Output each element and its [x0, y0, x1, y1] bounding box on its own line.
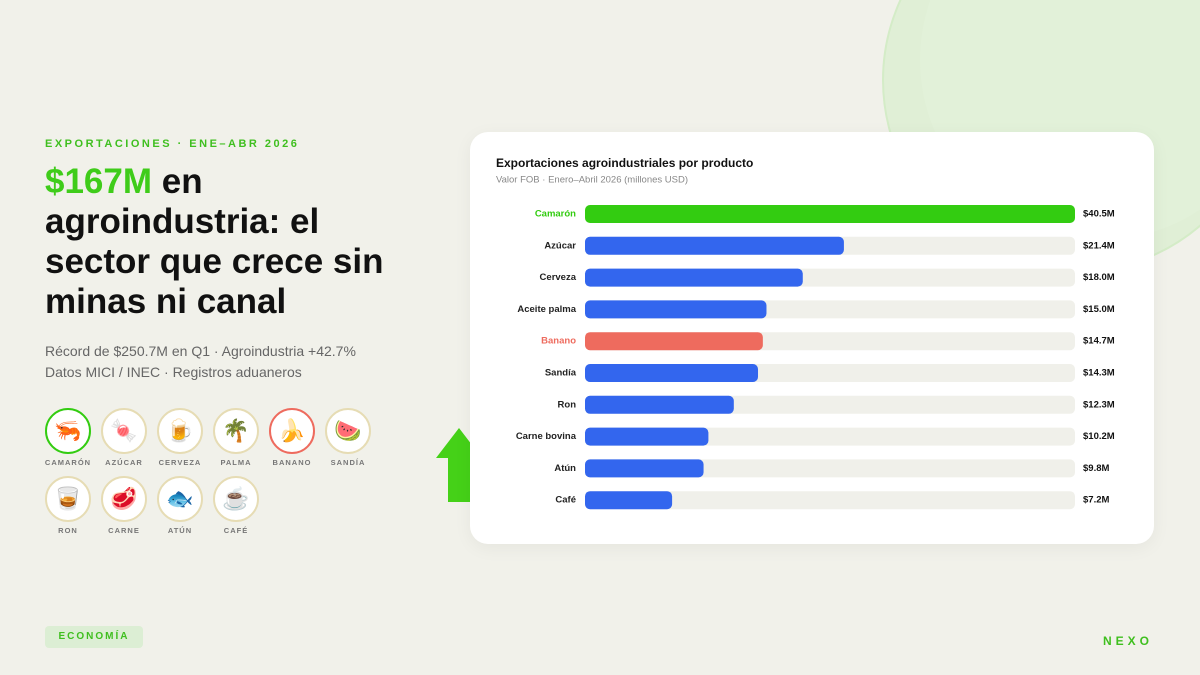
icon-emoji: 🥩: [101, 476, 147, 522]
value-label: $9.8M: [1083, 463, 1109, 474]
product-icon: 🥩 CARNE: [96, 476, 152, 535]
icon-emoji: 🦐: [45, 408, 91, 454]
category-label: Camarón: [535, 209, 576, 220]
kicker: EXPORTACIONES · ENE–ABR 2026: [45, 138, 300, 150]
icon-label: SANDÍA: [330, 458, 366, 467]
value-label: $21.4M: [1083, 240, 1115, 251]
product-icon: 🦐 CAMARÓN: [40, 408, 96, 467]
bar: [585, 459, 704, 478]
bar-track: [585, 491, 1075, 510]
category-badge: ECONOMÍA: [45, 626, 143, 648]
value-label: $10.2M: [1083, 431, 1115, 442]
category-label: Atún: [554, 463, 576, 474]
bar-track: [585, 459, 1075, 478]
value-label: $14.7M: [1083, 336, 1115, 347]
icon-label: PALMA: [220, 458, 252, 467]
bar: [585, 300, 767, 319]
icon-emoji: 🐟: [157, 476, 203, 522]
icon-label: CERVEZA: [158, 458, 202, 467]
bar: [585, 427, 709, 446]
icon-emoji: 🍺: [157, 408, 203, 454]
category-label: Café: [555, 495, 576, 506]
icon-label: RON: [58, 526, 78, 535]
icon-emoji: 🍌: [269, 408, 315, 454]
headline-text: en agroindustria: el sector que crece si…: [45, 162, 384, 321]
icon-emoji: 🥃: [45, 476, 91, 522]
product-icon: 🍌 BANANO: [264, 408, 320, 467]
category-label: Aceite palma: [517, 304, 576, 315]
icon-label: BANANO: [272, 458, 312, 467]
subtitle: Récord de $250.7M en Q1 · Agroindustria …: [45, 343, 356, 359]
product-icon: 🍺 CERVEZA: [152, 408, 208, 467]
bar: [585, 268, 803, 287]
chart: Exportaciones agroindustriales por produ…: [496, 156, 1115, 510]
icon-label: CARNE: [108, 526, 140, 535]
subtitle: Datos MICI / INEC · Registros aduaneros: [45, 364, 302, 380]
bar: [585, 491, 673, 510]
value-label: $12.3M: [1083, 399, 1115, 410]
value-label: $14.3M: [1083, 368, 1115, 379]
category-label: Cerveza: [540, 272, 577, 283]
category-label: Banano: [541, 336, 576, 347]
brand: NEXO: [1102, 634, 1153, 648]
chart-title: Exportaciones agroindustriales por produ…: [496, 156, 753, 170]
value-label: $18.0M: [1083, 272, 1115, 283]
bar: [585, 364, 759, 382]
product-icon: 🥃 RON: [40, 476, 96, 535]
icon-emoji: 🌴: [213, 408, 259, 454]
icon-emoji: 🍉: [325, 408, 371, 454]
category-label: Ron: [558, 399, 577, 410]
category-label: Carne bovina: [516, 431, 577, 442]
icon-label: AZÚCAR: [105, 458, 143, 467]
product-icon: 🍉 SANDÍA: [320, 408, 376, 467]
product-icon: 🍬 AZÚCAR: [96, 408, 152, 467]
headline: $167M en agroindustria: el sector que cr…: [45, 162, 420, 322]
bar: [585, 205, 1075, 223]
category-label: Sandía: [545, 368, 577, 379]
product-icon: ☕ CAFÉ: [208, 476, 264, 535]
icon-label: ATÚN: [167, 526, 193, 535]
value-label: $40.5M: [1083, 209, 1115, 220]
category-label: Azúcar: [544, 240, 576, 251]
icon-emoji: ☕: [213, 476, 259, 522]
icon-label: CAFÉ: [223, 526, 249, 535]
icon-emoji: 🍬: [101, 408, 147, 454]
value-label: $7.2M: [1083, 495, 1109, 506]
chart-card: Exportaciones agroindustriales por produ…: [470, 132, 1154, 544]
value-label: $15.0M: [1083, 304, 1115, 315]
headline-highlight: $167M: [45, 162, 153, 201]
bar: [585, 236, 844, 255]
product-icon: 🌴 PALMA: [208, 408, 264, 467]
icon-label: CAMARÓN: [44, 458, 92, 467]
product-icon: 🐟 ATÚN: [152, 476, 208, 535]
bar: [585, 395, 734, 414]
bar: [585, 332, 763, 351]
chart-subtitle: Valor FOB · Enero–Abril 2026 (millones U…: [496, 175, 688, 186]
